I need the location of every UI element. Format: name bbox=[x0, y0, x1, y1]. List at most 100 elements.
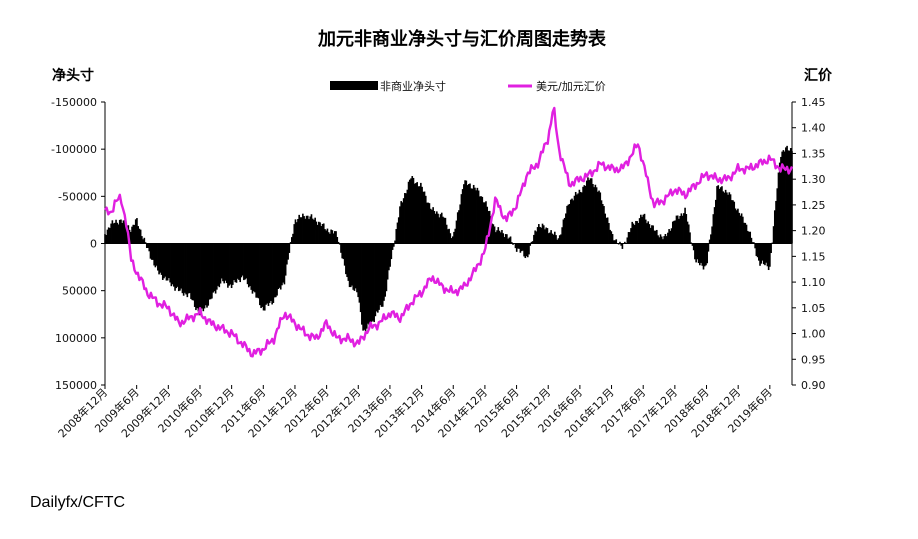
position-bar bbox=[340, 243, 342, 253]
position-bar bbox=[767, 243, 770, 271]
position-bar bbox=[588, 180, 591, 244]
position-bar bbox=[407, 181, 410, 244]
position-bar bbox=[493, 226, 496, 244]
position-bar bbox=[538, 224, 540, 244]
position-bar bbox=[152, 243, 154, 260]
position-bar bbox=[386, 243, 389, 280]
right-tick-label: 1.10 bbox=[801, 276, 826, 289]
position-bar bbox=[499, 232, 502, 244]
position-bar bbox=[560, 234, 562, 244]
position-bar bbox=[157, 243, 159, 271]
position-bar bbox=[723, 192, 726, 244]
position-bar bbox=[359, 243, 362, 313]
position-bar bbox=[480, 196, 482, 244]
position-bar bbox=[195, 243, 197, 311]
position-bar bbox=[765, 243, 768, 263]
position-bar bbox=[652, 225, 654, 244]
position-bar bbox=[722, 191, 724, 244]
position-bar bbox=[775, 200, 777, 244]
position-bar bbox=[544, 229, 546, 244]
position-bar bbox=[491, 223, 493, 244]
position-bar bbox=[341, 243, 344, 259]
position-bar bbox=[166, 243, 169, 281]
position-bar bbox=[584, 185, 587, 244]
position-bar bbox=[637, 223, 640, 244]
position-bar bbox=[123, 219, 126, 244]
position-bar bbox=[520, 243, 523, 252]
left-tick-label: -100000 bbox=[51, 143, 97, 156]
position-bar bbox=[748, 231, 750, 244]
position-bar bbox=[279, 243, 282, 290]
position-bar bbox=[630, 228, 632, 244]
position-bar bbox=[440, 212, 443, 244]
position-bar bbox=[391, 243, 394, 250]
position-bar bbox=[678, 218, 680, 244]
chart-title: 加元非商业净头寸与汇价周图走势表 bbox=[317, 28, 607, 50]
position-bar bbox=[671, 221, 674, 244]
position-bar bbox=[609, 229, 611, 244]
position-bar bbox=[610, 231, 613, 244]
position-bar bbox=[735, 210, 738, 244]
left-axis: -150000 -100000 -50000 0 50000 100000 150000 bbox=[51, 96, 106, 392]
position-bar bbox=[515, 243, 518, 252]
position-bar bbox=[706, 243, 709, 264]
position-bar bbox=[381, 243, 384, 307]
position-bar bbox=[646, 223, 648, 244]
position-bar bbox=[571, 198, 573, 244]
position-bar bbox=[174, 243, 176, 291]
position-bar bbox=[444, 217, 447, 244]
position-bar bbox=[399, 206, 401, 244]
position-bar bbox=[517, 243, 519, 249]
position-bar bbox=[335, 231, 337, 244]
position-bar bbox=[111, 220, 114, 244]
position-bar bbox=[388, 243, 390, 271]
position-bar bbox=[319, 222, 321, 244]
right-tick-label: 0.90 bbox=[801, 379, 826, 392]
position-bar bbox=[433, 210, 436, 244]
position-bar bbox=[744, 222, 747, 244]
position-bar bbox=[437, 213, 439, 244]
position-bar bbox=[734, 208, 737, 244]
position-bar bbox=[306, 215, 309, 244]
position-bar bbox=[139, 229, 142, 244]
position-bar bbox=[490, 216, 492, 244]
position-bar bbox=[786, 145, 788, 244]
position-bar bbox=[620, 243, 622, 246]
position-bar bbox=[701, 243, 704, 266]
position-bar bbox=[369, 243, 372, 327]
position-bar bbox=[375, 243, 378, 312]
position-bar bbox=[303, 216, 305, 244]
position-bar bbox=[356, 243, 358, 293]
position-bar bbox=[133, 224, 136, 244]
position-bar bbox=[651, 225, 653, 244]
position-bar bbox=[755, 243, 758, 256]
position-bar bbox=[482, 202, 485, 244]
position-bar bbox=[621, 243, 624, 249]
x-axis: 2008年12月2009年6月2009年12月2010年6月2010年12月20… bbox=[55, 385, 775, 440]
position-bar bbox=[292, 233, 294, 244]
position-bar bbox=[718, 188, 721, 244]
position-bar bbox=[740, 213, 743, 244]
position-bar bbox=[160, 243, 163, 275]
position-bar bbox=[589, 178, 592, 244]
position-bar bbox=[251, 243, 254, 294]
position-bar bbox=[582, 186, 584, 244]
position-bar bbox=[418, 186, 421, 244]
position-bar bbox=[293, 224, 296, 244]
position-bar bbox=[176, 243, 179, 287]
position-bar bbox=[561, 227, 563, 244]
position-bar bbox=[598, 190, 600, 244]
position-bar bbox=[137, 226, 139, 244]
right-tick-label: 1.30 bbox=[801, 173, 826, 186]
position-bar bbox=[514, 243, 517, 249]
position-bar bbox=[557, 238, 560, 244]
position-bar bbox=[684, 207, 686, 244]
position-bar bbox=[224, 243, 227, 281]
position-bar bbox=[664, 233, 667, 244]
position-bar bbox=[364, 243, 367, 331]
position-bar bbox=[289, 242, 292, 244]
position-bar bbox=[298, 214, 300, 244]
position-bar bbox=[142, 239, 144, 244]
position-bar bbox=[461, 189, 464, 244]
position-bar bbox=[164, 243, 167, 277]
